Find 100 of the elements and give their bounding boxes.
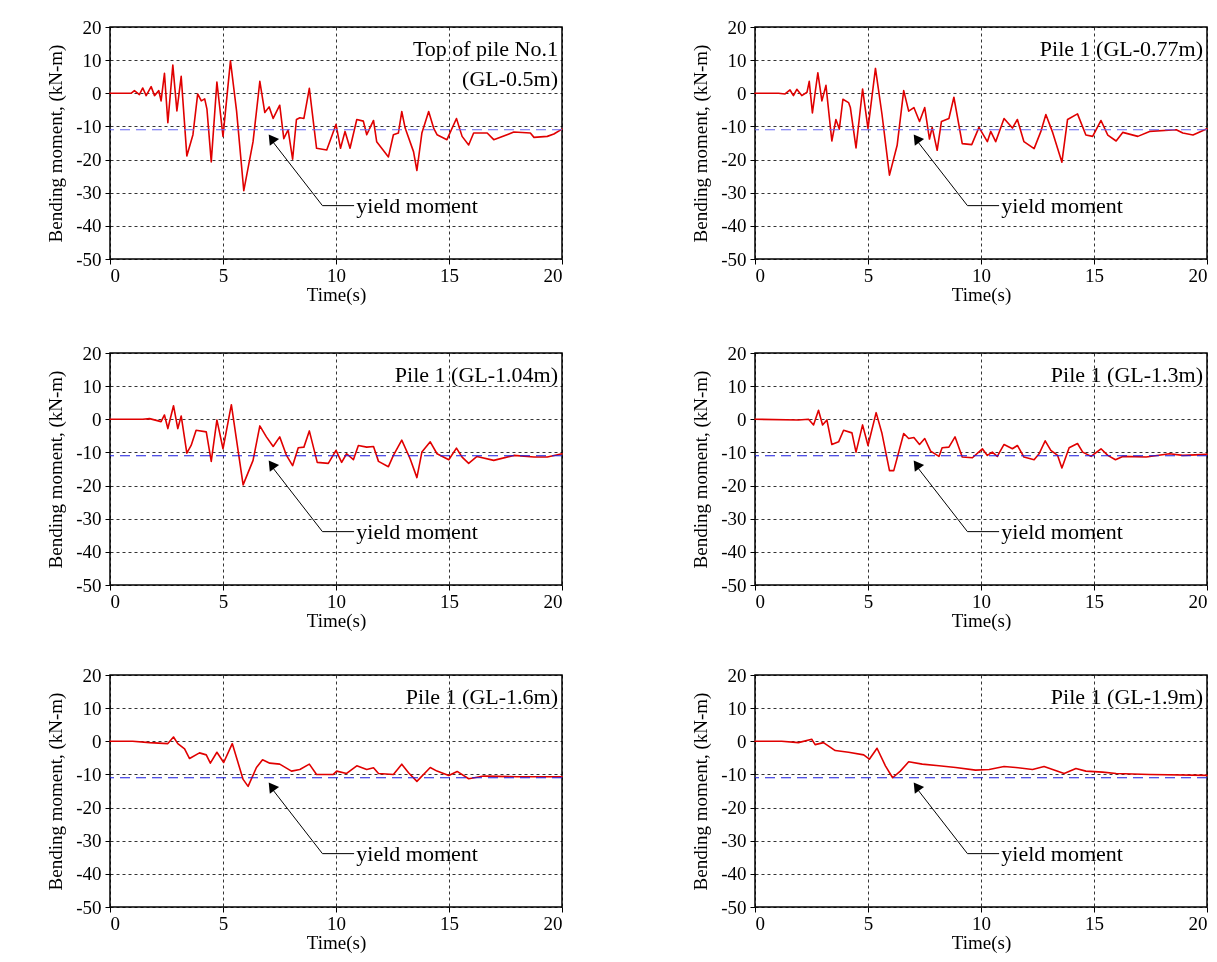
y-tick-label: 10 (727, 375, 747, 397)
line-series (754, 409, 1208, 472)
y-tick-label: -10 (721, 115, 747, 137)
y-tick-label: -40 (76, 541, 102, 563)
x-tick-label: 15 (1085, 264, 1104, 286)
y-tick-label: 20 (82, 16, 102, 38)
y-tick-label: 20 (727, 664, 747, 686)
y-tick-label: -40 (76, 215, 102, 237)
x-tick-label: 0 (110, 590, 120, 612)
y-tick-label: 0 (92, 408, 102, 430)
x-tick-label: 5 (218, 590, 229, 612)
y-tick-label: 10 (727, 697, 747, 719)
y-tick-label: -40 (721, 541, 747, 563)
y-tick-label: -40 (721, 215, 747, 237)
y-tick-label: -20 (76, 149, 102, 171)
ref-line-label: yield moment (356, 518, 478, 544)
y-tick-label: -20 (76, 797, 102, 819)
y-tick-label: 0 (92, 82, 102, 104)
text: Top of pile No.1 (GL-0.5m) (412, 36, 558, 91)
y-tick-label: 20 (82, 342, 102, 364)
x-tick-label: 0 (755, 912, 765, 934)
chart-title: Pile 1 (GL-1.6m) (405, 684, 558, 709)
x-axis-title: Time(s) (951, 931, 1012, 954)
line-series (754, 67, 1208, 176)
y-tick-label: -50 (721, 574, 747, 596)
y-tick-label: -30 (76, 830, 102, 852)
x-tick-label: 10 (327, 912, 346, 934)
y-tick-label: -50 (721, 248, 747, 270)
y-tick-label: -10 (76, 763, 102, 785)
y-tick-label: -50 (76, 574, 102, 596)
x-tick-label: 20 (543, 590, 563, 612)
chart-title: Pile 1 (GL-1.04m) (394, 362, 558, 387)
y-tick-label: 20 (727, 342, 747, 364)
y-tick-label: -10 (76, 441, 102, 463)
y-tick-label: 20 (727, 16, 747, 38)
y-axis-title: Bending moment, (kN-m) (690, 370, 713, 569)
y-tick-label: 0 (737, 82, 747, 104)
y-tick-label: 20 (82, 664, 102, 686)
y-tick-label: -50 (76, 248, 102, 270)
line-series (109, 403, 563, 486)
y-tick-label: 10 (82, 375, 102, 397)
ref-line-label: yield moment (1001, 192, 1123, 218)
line-series (754, 738, 1208, 779)
x-axis-title: Time(s) (306, 283, 367, 306)
x-tick-label: 5 (863, 264, 874, 286)
y-tick-label: -50 (76, 896, 102, 918)
x-axis-title: Time(s) (951, 283, 1012, 306)
ref-line-label: yield moment (356, 840, 478, 866)
y-tick-label: -20 (721, 797, 747, 819)
y-tick-label: -20 (721, 475, 747, 497)
x-tick-label: 15 (1085, 590, 1104, 612)
ref-line-label: yield moment (356, 192, 478, 218)
x-tick-label: 5 (863, 590, 874, 612)
x-tick-label: 10 (972, 264, 991, 286)
y-tick-label: 10 (727, 49, 747, 71)
y-tick-label: -10 (721, 763, 747, 785)
y-tick-label: -30 (76, 508, 102, 530)
x-tick-label: 20 (543, 912, 563, 934)
x-tick-label: 10 (972, 590, 991, 612)
y-tick-label: 0 (92, 730, 102, 752)
x-tick-label: 20 (1188, 264, 1208, 286)
chart-title: Pile 1 (GL-1.3m) (1050, 362, 1203, 387)
y-tick-label: -40 (721, 863, 747, 885)
y-tick-label: -20 (721, 149, 747, 171)
y-tick-label: 10 (82, 697, 102, 719)
y-tick-label: -10 (76, 115, 102, 137)
x-tick-label: 15 (440, 590, 459, 612)
x-tick-label: 10 (327, 590, 346, 612)
x-tick-label: 10 (972, 912, 991, 934)
y-tick-label: 10 (82, 49, 102, 71)
line-series (109, 60, 563, 192)
x-tick-label: 0 (110, 912, 120, 934)
ref-line-label: yield moment (1001, 840, 1123, 866)
y-axis-title: Bending moment, (kN-m) (690, 692, 713, 891)
x-tick-label: 5 (218, 912, 229, 934)
x-tick-label: 20 (1188, 590, 1208, 612)
y-axis-title: Bending moment, (kN-m) (690, 44, 713, 243)
x-tick-label: 0 (110, 264, 120, 286)
x-tick-label: 15 (440, 264, 459, 286)
x-axis-title: Time(s) (306, 609, 367, 632)
x-axis-title: Time(s) (306, 931, 367, 954)
y-tick-label: -30 (76, 182, 102, 204)
x-tick-label: 5 (863, 912, 874, 934)
line-series (109, 736, 563, 788)
y-tick-label: 0 (737, 730, 747, 752)
y-axis-title: Bending moment, (kN-m) (45, 370, 68, 569)
x-tick-label: 5 (218, 264, 229, 286)
y-tick-label: -40 (76, 863, 102, 885)
x-tick-label: 0 (755, 264, 765, 286)
y-tick-label: -20 (76, 475, 102, 497)
x-tick-label: 0 (755, 590, 765, 612)
y-tick-label: -30 (721, 508, 747, 530)
chart-title: Pile 1 (GL-0.77m) (1039, 36, 1203, 61)
ref-line-label: yield moment (1001, 518, 1123, 544)
x-tick-label: 15 (1085, 912, 1104, 934)
chart-title: Pile 1 (GL-1.9m) (1050, 684, 1203, 709)
y-axis-title: Bending moment, (kN-m) (45, 44, 68, 243)
x-tick-label: 20 (543, 264, 563, 286)
x-tick-label: 10 (327, 264, 346, 286)
y-axis-title: Bending moment, (kN-m) (45, 692, 68, 891)
